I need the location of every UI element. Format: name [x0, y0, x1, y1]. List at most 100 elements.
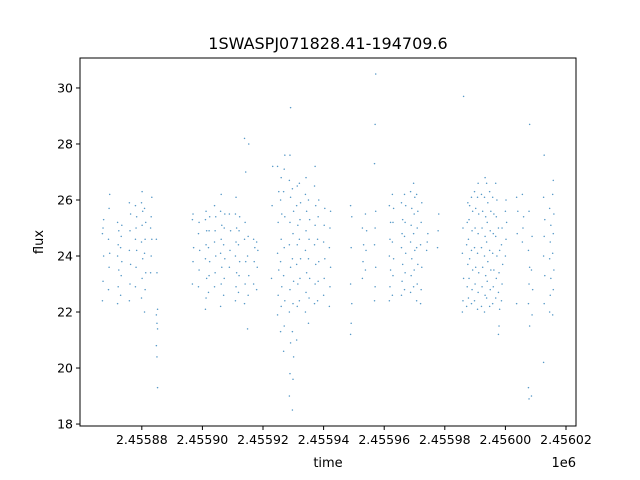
data-point	[426, 241, 428, 243]
data-point	[373, 244, 376, 246]
data-point	[295, 204, 298, 207]
data-point	[317, 216, 319, 218]
data-point	[361, 277, 364, 280]
data-point	[420, 288, 422, 291]
data-point	[214, 230, 216, 232]
data-point	[278, 190, 280, 193]
data-point	[284, 300, 286, 302]
data-point	[235, 196, 237, 198]
data-point	[505, 221, 508, 224]
data-point	[318, 199, 320, 201]
data-point	[150, 216, 152, 218]
data-point	[549, 294, 551, 296]
data-point	[143, 252, 146, 254]
data-point	[288, 395, 291, 397]
data-point	[298, 182, 301, 184]
data-point	[234, 255, 237, 257]
data-point	[214, 272, 216, 274]
data-point	[388, 204, 391, 207]
data-point	[543, 154, 545, 156]
data-point	[107, 238, 110, 240]
x-axis-label: time	[313, 456, 342, 471]
data-point	[119, 246, 122, 249]
data-point	[121, 224, 123, 226]
data-point	[135, 227, 137, 229]
data-point	[141, 258, 144, 260]
data-point	[531, 235, 533, 238]
data-point	[403, 235, 406, 238]
data-point	[528, 283, 530, 285]
data-point	[304, 193, 307, 196]
data-point	[205, 244, 207, 246]
y-tick-label: 28	[57, 136, 73, 151]
data-point	[500, 300, 503, 302]
data-point	[461, 311, 464, 313]
x-tick-label: 2.45600	[480, 432, 532, 447]
data-point	[484, 294, 486, 296]
chart-title: 1SWASPJ071828.41-194709.6	[208, 34, 447, 53]
data-point	[391, 241, 394, 243]
data-point	[156, 386, 159, 389]
data-point	[298, 238, 301, 240]
data-point	[492, 232, 495, 235]
data-point	[491, 196, 494, 198]
data-point	[108, 266, 110, 268]
data-point	[155, 344, 158, 347]
data-point	[404, 221, 406, 224]
data-point	[504, 210, 507, 212]
data-point	[116, 302, 119, 305]
data-point	[505, 238, 507, 240]
data-point	[101, 232, 104, 235]
data-point	[392, 221, 394, 224]
data-point	[374, 123, 376, 126]
data-point	[351, 302, 353, 305]
data-point	[289, 288, 291, 291]
data-point	[140, 241, 143, 243]
data-point	[144, 238, 146, 240]
data-point	[219, 305, 222, 308]
y-tick-label: 26	[57, 192, 73, 207]
data-point	[289, 196, 292, 198]
data-point	[490, 210, 492, 212]
data-point	[238, 216, 241, 218]
data-point	[129, 263, 132, 266]
data-point	[548, 207, 551, 210]
data-point	[238, 230, 240, 232]
data-point	[425, 249, 428, 252]
data-point	[480, 246, 483, 249]
data-point	[365, 249, 367, 252]
data-point	[505, 199, 507, 201]
data-point	[257, 249, 259, 252]
data-point	[102, 218, 105, 221]
data-point	[221, 266, 223, 268]
data-point	[470, 302, 473, 305]
data-point	[313, 302, 316, 305]
data-point	[223, 227, 225, 229]
data-point	[500, 244, 503, 246]
data-point	[419, 302, 422, 305]
data-point	[480, 193, 483, 196]
data-point	[552, 179, 555, 182]
data-point	[501, 263, 504, 266]
data-point	[235, 286, 237, 288]
data-point	[307, 322, 310, 324]
data-point	[192, 260, 194, 263]
data-point	[324, 207, 326, 210]
data-point	[277, 294, 279, 296]
data-point	[220, 193, 222, 196]
data-point	[420, 221, 422, 224]
x-tick-label: 2.45588	[116, 432, 168, 447]
data-point	[412, 286, 415, 288]
data-point	[144, 288, 146, 291]
data-point	[134, 204, 137, 207]
data-point	[476, 252, 479, 254]
data-point	[295, 263, 298, 266]
data-point	[486, 221, 488, 224]
data-point	[316, 300, 319, 302]
data-point	[548, 311, 551, 313]
data-point	[362, 244, 365, 246]
data-point	[120, 235, 122, 238]
data-point	[220, 238, 222, 240]
data-point	[496, 199, 498, 201]
data-point	[304, 249, 307, 252]
